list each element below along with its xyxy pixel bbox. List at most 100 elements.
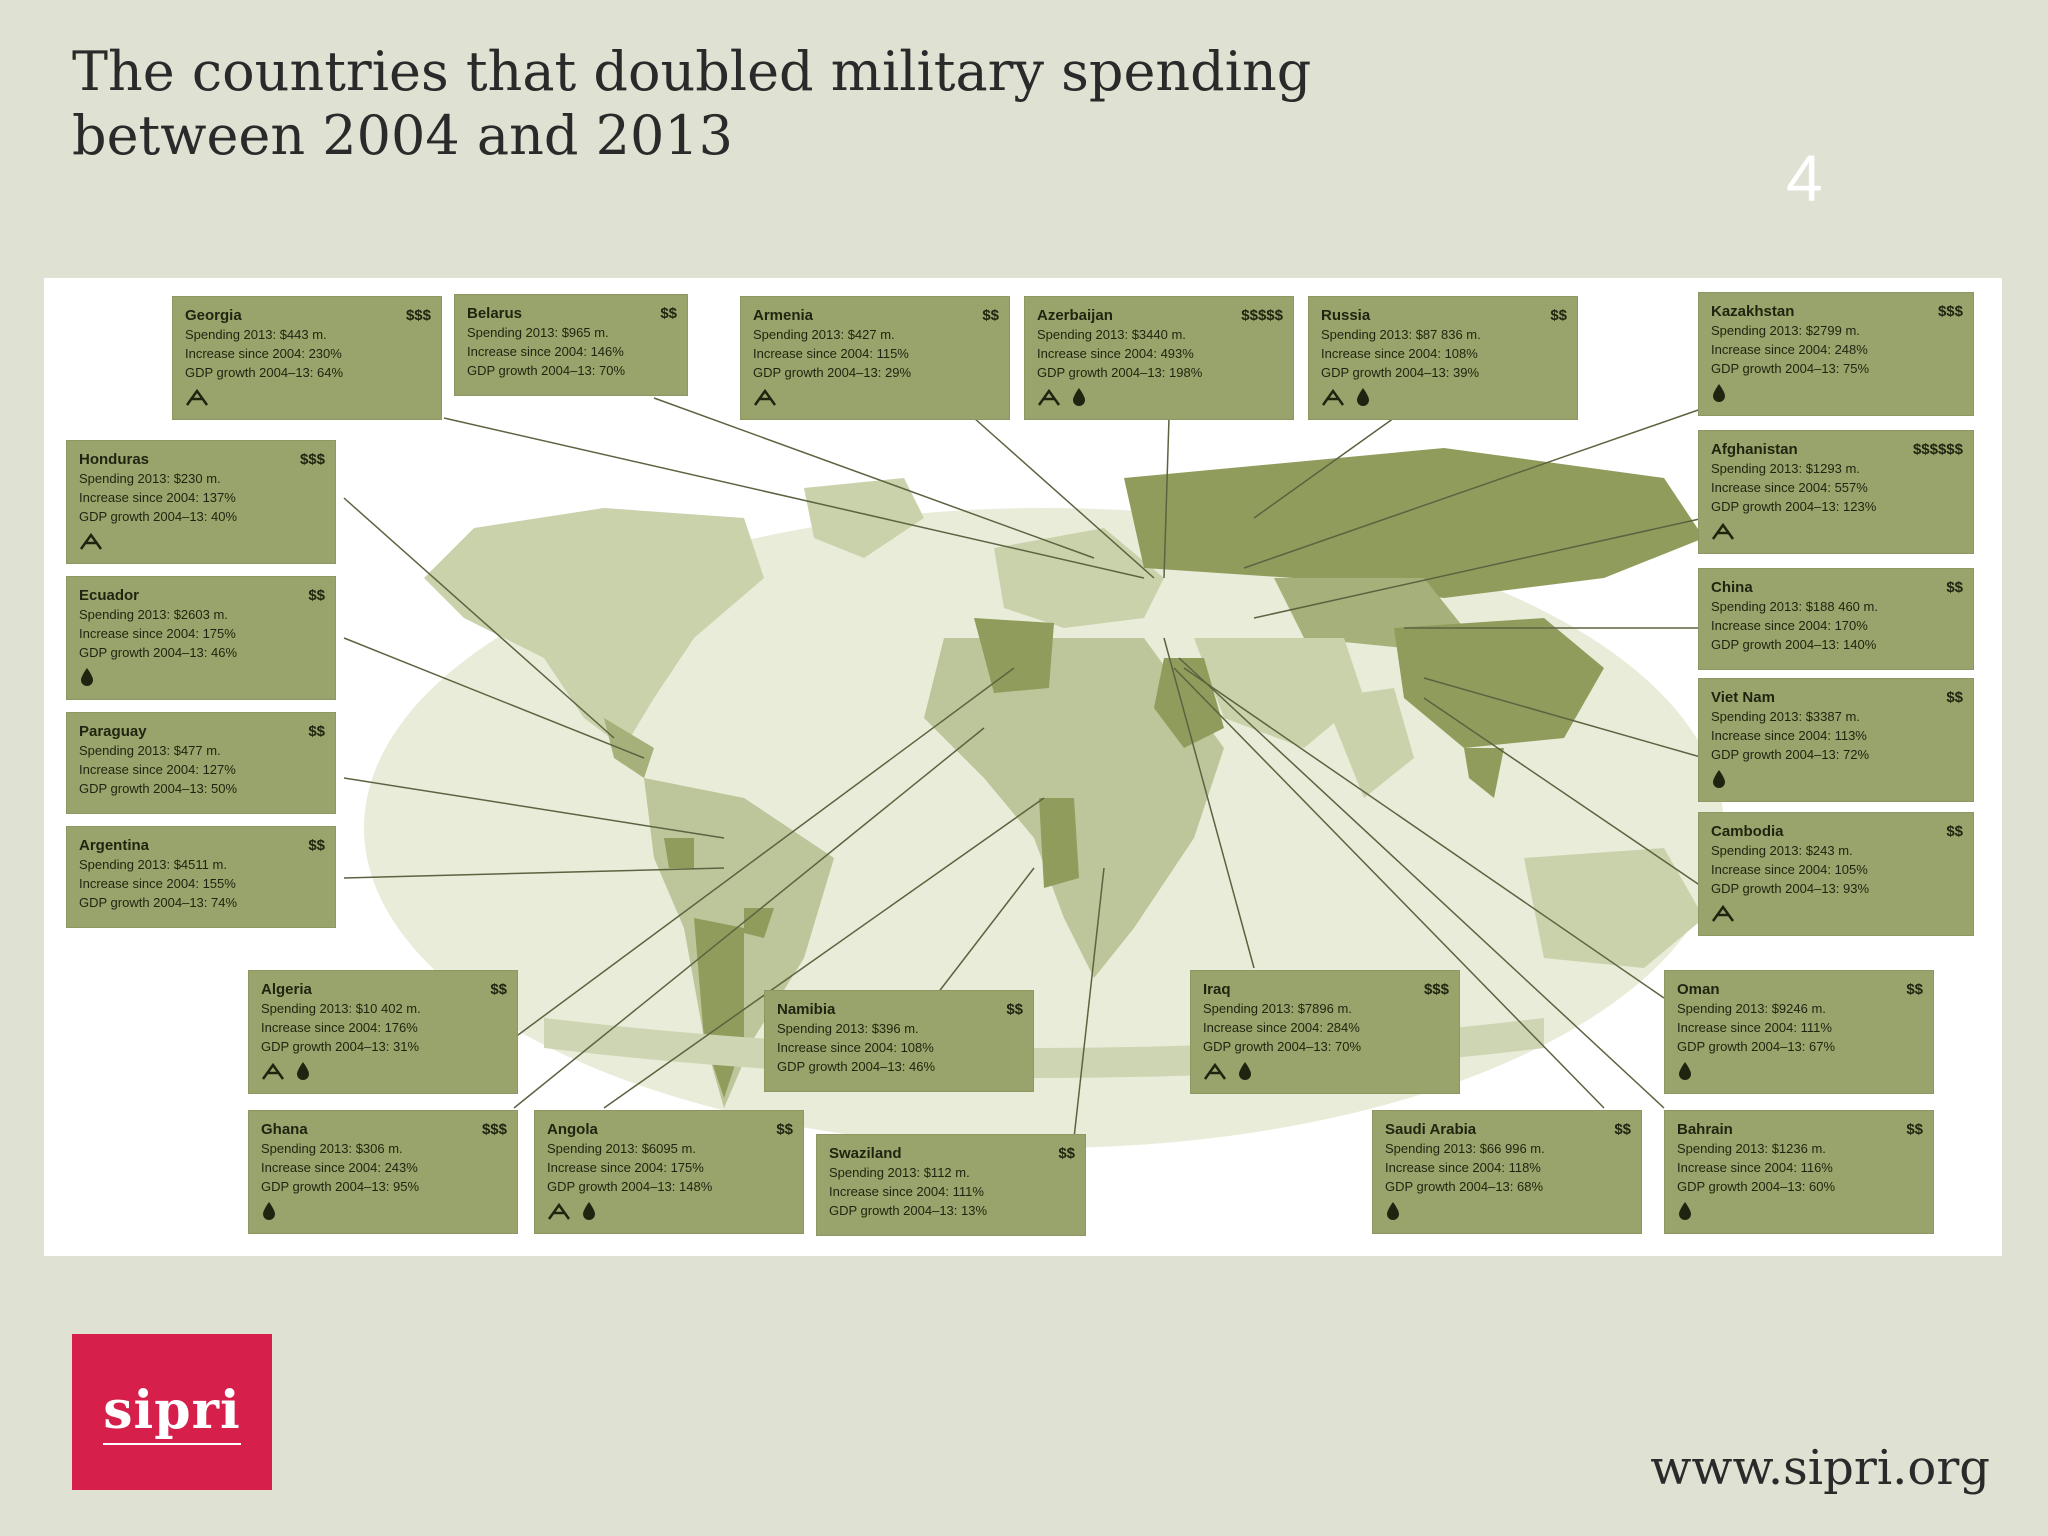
- spending-rating: $$: [660, 305, 677, 322]
- spending-rating: $$: [1058, 1145, 1075, 1162]
- callout-argentina: Argentina $$ Spending 2013: $4511 m. Increa…: [66, 826, 336, 928]
- callout-spending: Spending 2013: $1236 m.: [1677, 1141, 1826, 1156]
- callout-header: Namibia $$: [777, 1001, 1023, 1019]
- slide-title-line2: between 2004 and 2013: [72, 104, 734, 167]
- spending-rating: $$$: [299, 451, 325, 468]
- callout-icons: [1203, 1060, 1449, 1082]
- callout-gdp: GDP growth 2004–13: 46%: [79, 645, 238, 660]
- callout-gdp: GDP growth 2004–13: 72%: [1711, 747, 1870, 762]
- callout-header: China $$: [1711, 579, 1963, 597]
- callout-icons: [185, 386, 431, 408]
- callout-header: Saudi Arabia $$: [1385, 1121, 1631, 1139]
- conflict-icon: [1711, 904, 1735, 922]
- callout-viet-nam: Viet Nam $$ Spending 2013: $3387 m. Increas…: [1698, 678, 1974, 802]
- callout-icons: [547, 1200, 793, 1222]
- callout-increase: Increase since 2004: 113%: [1711, 728, 1867, 743]
- callout-spending: Spending 2013: $306 m.: [261, 1141, 403, 1156]
- leader-angola: [603, 797, 1045, 1109]
- callout-belarus: Belarus $$ Spending 2013: $965 m. Increase …: [454, 294, 688, 396]
- oil-drop-icon: [1713, 770, 1725, 788]
- callout-increase: Increase since 2004: 175%: [547, 1160, 704, 1175]
- country-name: Oman: [1677, 981, 1720, 998]
- oil-drop-icon: [1387, 1202, 1399, 1220]
- conflict-icon: [1037, 388, 1061, 406]
- callout-ghana: Ghana $$$ Spending 2013: $306 m. Increase s…: [248, 1110, 518, 1234]
- spending-rating: $$: [490, 981, 507, 998]
- callout-header: Bahrain $$: [1677, 1121, 1923, 1139]
- website-url: www.sipri.org: [1650, 1440, 1990, 1496]
- callout-angola: Angola $$ Spending 2013: $6095 m. Increase …: [534, 1110, 804, 1234]
- callout-header: Viet Nam $$: [1711, 689, 1963, 707]
- callout-azerbaijan: Azerbaijan $$$$$ Spending 2013: $3440 m. In…: [1024, 296, 1294, 420]
- callout-honduras: Honduras $$$ Spending 2013: $230 m. Increas…: [66, 440, 336, 564]
- callout-icons: [1385, 1200, 1631, 1222]
- callout-georgia: Georgia $$$ Spending 2013: $443 m. Increase…: [172, 296, 442, 420]
- southeast-asia-shape: [1464, 748, 1504, 798]
- oil-drop-icon: [297, 1062, 309, 1080]
- callout-header: Paraguay $$: [79, 723, 325, 741]
- callout-spending: Spending 2013: $230 m.: [79, 471, 221, 486]
- callout-gdp: GDP growth 2004–13: 46%: [777, 1059, 936, 1074]
- callout-spending: Spending 2013: $965 m.: [467, 325, 609, 340]
- callout-header: Cambodia $$: [1711, 823, 1963, 841]
- spending-rating: $$: [1006, 1001, 1023, 1018]
- callout-bahrain: Bahrain $$ Spending 2013: $1236 m. Increase…: [1664, 1110, 1934, 1234]
- callout-header: Ghana $$$: [261, 1121, 507, 1139]
- spending-rating: $$: [1946, 823, 1963, 840]
- sipri-logo: sipri: [72, 1334, 272, 1490]
- callout-header: Algeria $$: [261, 981, 507, 999]
- callout-increase: Increase since 2004: 111%: [829, 1184, 984, 1199]
- callout-gdp: GDP growth 2004–13: 70%: [1203, 1039, 1362, 1054]
- callout-header: Georgia $$$: [185, 307, 431, 325]
- oil-drop-icon: [583, 1202, 595, 1220]
- russia-shape: [1124, 448, 1704, 598]
- country-name: Iraq: [1203, 981, 1231, 998]
- oil-drop-icon: [1679, 1202, 1691, 1220]
- callout-increase: Increase since 2004: 105%: [1711, 862, 1868, 877]
- leader-viet-nam: [1423, 677, 1705, 759]
- leader-algeria: [513, 667, 1015, 1039]
- callout-increase: Increase since 2004: 118%: [1385, 1160, 1541, 1175]
- slide-title-line1: The countries that doubled military spen…: [72, 40, 1312, 103]
- callout-cambodia: Cambodia $$ Spending 2013: $243 m. Increase…: [1698, 812, 1974, 936]
- callout-gdp: GDP growth 2004–13: 40%: [79, 509, 238, 524]
- callout-gdp: GDP growth 2004–13: 50%: [79, 781, 238, 796]
- angola-shape: [1039, 798, 1079, 888]
- country-name: Swaziland: [829, 1145, 902, 1162]
- spending-rating: $$: [1906, 1121, 1923, 1138]
- spending-rating: $$: [308, 587, 325, 604]
- callout-increase: Increase since 2004: 284%: [1203, 1020, 1360, 1035]
- callout-header: Oman $$: [1677, 981, 1923, 999]
- leader-ghana: [513, 727, 985, 1109]
- callout-spending: Spending 2013: $1293 m.: [1711, 461, 1860, 476]
- country-name: Russia: [1321, 307, 1371, 324]
- spending-rating: $$$$$: [1241, 307, 1283, 324]
- callout-header: Russia $$: [1321, 307, 1567, 325]
- spending-rating: $$: [776, 1121, 793, 1138]
- callout-icons: [79, 666, 325, 688]
- callout-paraguay: Paraguay $$ Spending 2013: $477 m. Increase…: [66, 712, 336, 814]
- callout-spending: Spending 2013: $4511 m.: [79, 857, 227, 872]
- callout-increase: Increase since 2004: 243%: [261, 1160, 418, 1175]
- callout-armenia: Armenia $$ Spending 2013: $427 m. Increase …: [740, 296, 1010, 420]
- callout-spending: Spending 2013: $427 m.: [753, 327, 895, 342]
- callout-icons: [1711, 520, 1963, 542]
- callout-icons: [753, 386, 999, 408]
- spending-rating: $$$: [1423, 981, 1449, 998]
- callout-namibia: Namibia $$ Spending 2013: $396 m. Increase …: [764, 990, 1034, 1092]
- callout-gdp: GDP growth 2004–13: 29%: [753, 365, 912, 380]
- spending-rating: $$: [1614, 1121, 1631, 1138]
- conflict-icon: [261, 1062, 285, 1080]
- callout-spending: Spending 2013: $2603 m.: [79, 607, 228, 622]
- leader-afghanistan: [1253, 517, 1705, 619]
- callout-header: Iraq $$$: [1203, 981, 1449, 999]
- callout-gdp: GDP growth 2004–13: 74%: [79, 895, 238, 910]
- callout-icons: [1037, 386, 1283, 408]
- logo-text: sipri: [103, 1380, 241, 1445]
- middle-east-shape: [1194, 638, 1364, 748]
- callout-increase: Increase since 2004: 493%: [1037, 346, 1194, 361]
- callout-spending: Spending 2013: $3440 m.: [1037, 327, 1186, 342]
- india-shape: [1324, 688, 1414, 798]
- leader-namibia: [933, 867, 1035, 999]
- callout-spending: Spending 2013: $7896 m.: [1203, 1001, 1352, 1016]
